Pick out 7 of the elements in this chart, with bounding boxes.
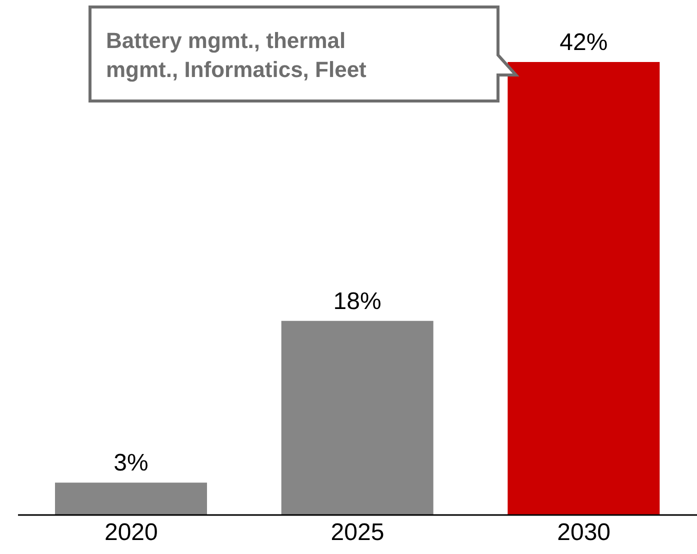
data-label: 18%: [333, 288, 382, 315]
x-tick-label: 2020: [104, 519, 158, 546]
annotation: Battery mgmt., thermal mgmt., Informatics, Fleet: [106, 27, 368, 84]
x-tick-label: 2025: [330, 519, 384, 546]
x-tick-label: 2030: [557, 519, 611, 546]
data-label: 3%: [114, 450, 148, 477]
data-label: 42%: [560, 29, 608, 56]
